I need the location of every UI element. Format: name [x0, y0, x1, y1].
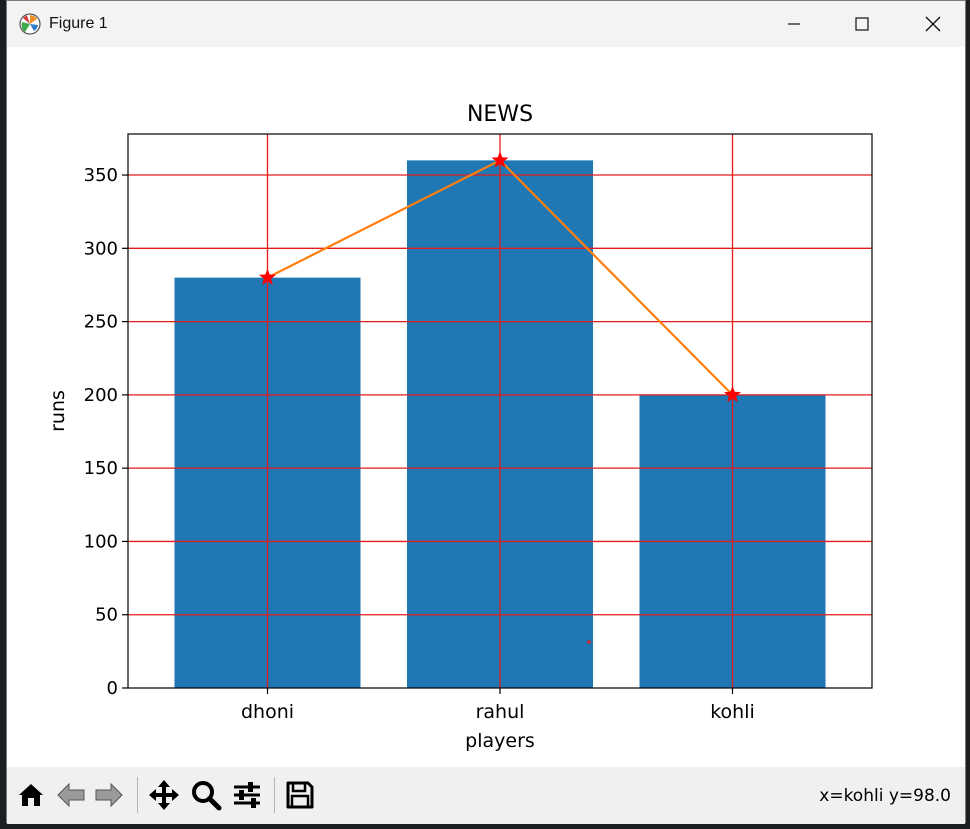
title-bar[interactable]: Figure 1: [7, 1, 965, 47]
y-tick-label: 0: [107, 678, 118, 699]
y-tick-label: 300: [84, 238, 118, 259]
navigation-toolbar: x=kohli y=98.0: [7, 767, 965, 824]
y-tick-label: 100: [84, 531, 118, 552]
back-button[interactable]: [53, 775, 89, 815]
figure-canvas[interactable]: NEWS 0 50 100 150 200 250 300 350 dhoni rahul koh…: [7, 47, 965, 767]
forward-button[interactable]: [91, 775, 127, 815]
y-axis-label: runs: [47, 390, 69, 432]
stray-point: [587, 640, 591, 644]
y-tick-label: 250: [84, 312, 118, 333]
pan-button[interactable]: [146, 775, 182, 815]
pan-icon: [149, 780, 179, 810]
home-button[interactable]: [13, 775, 49, 815]
y-tick-label: 350: [84, 165, 118, 186]
y-tick-label: 200: [84, 385, 118, 406]
chart-title: NEWS: [467, 102, 533, 127]
x-tick-label: rahul: [476, 701, 525, 723]
configure-subplots-icon: [234, 782, 260, 808]
x-tick-label: kohli: [710, 701, 755, 723]
home-icon: [19, 784, 43, 806]
star-marker: [491, 151, 509, 168]
toolbar-separator: [274, 777, 275, 813]
close-icon: [925, 16, 941, 32]
zoom-icon: [192, 781, 222, 811]
minimize-button[interactable]: [771, 1, 817, 47]
cursor-coordinates: x=kohli y=98.0: [819, 786, 951, 806]
save-button[interactable]: [282, 775, 318, 815]
x-tick-label: dhoni: [241, 701, 294, 723]
minimize-icon: [788, 23, 800, 25]
close-button[interactable]: [910, 1, 956, 47]
y-tick-label: 150: [84, 458, 118, 479]
bar-chart: NEWS 0 50 100 150 200 250 300 350 dhoni rahul koh…: [47, 102, 873, 752]
back-icon: [57, 782, 85, 808]
star-marker: [723, 385, 742, 403]
maximize-button[interactable]: [839, 1, 885, 47]
maximize-icon: [855, 17, 869, 31]
save-icon: [286, 781, 314, 809]
star-marker: [258, 268, 277, 285]
matplotlib-icon: [19, 13, 41, 35]
window-title: Figure 1: [49, 15, 108, 32]
x-axis-label: players: [465, 730, 535, 752]
toolbar-separator: [137, 777, 138, 813]
y-tick-label: 50: [95, 605, 118, 626]
zoom-button[interactable]: [188, 775, 224, 815]
forward-icon: [95, 782, 123, 808]
figure-window: Figure 1 NEWS 0 50 100 150 200 250 300 350 dhon…: [6, 0, 966, 824]
configure-subplots-button[interactable]: [229, 775, 265, 815]
